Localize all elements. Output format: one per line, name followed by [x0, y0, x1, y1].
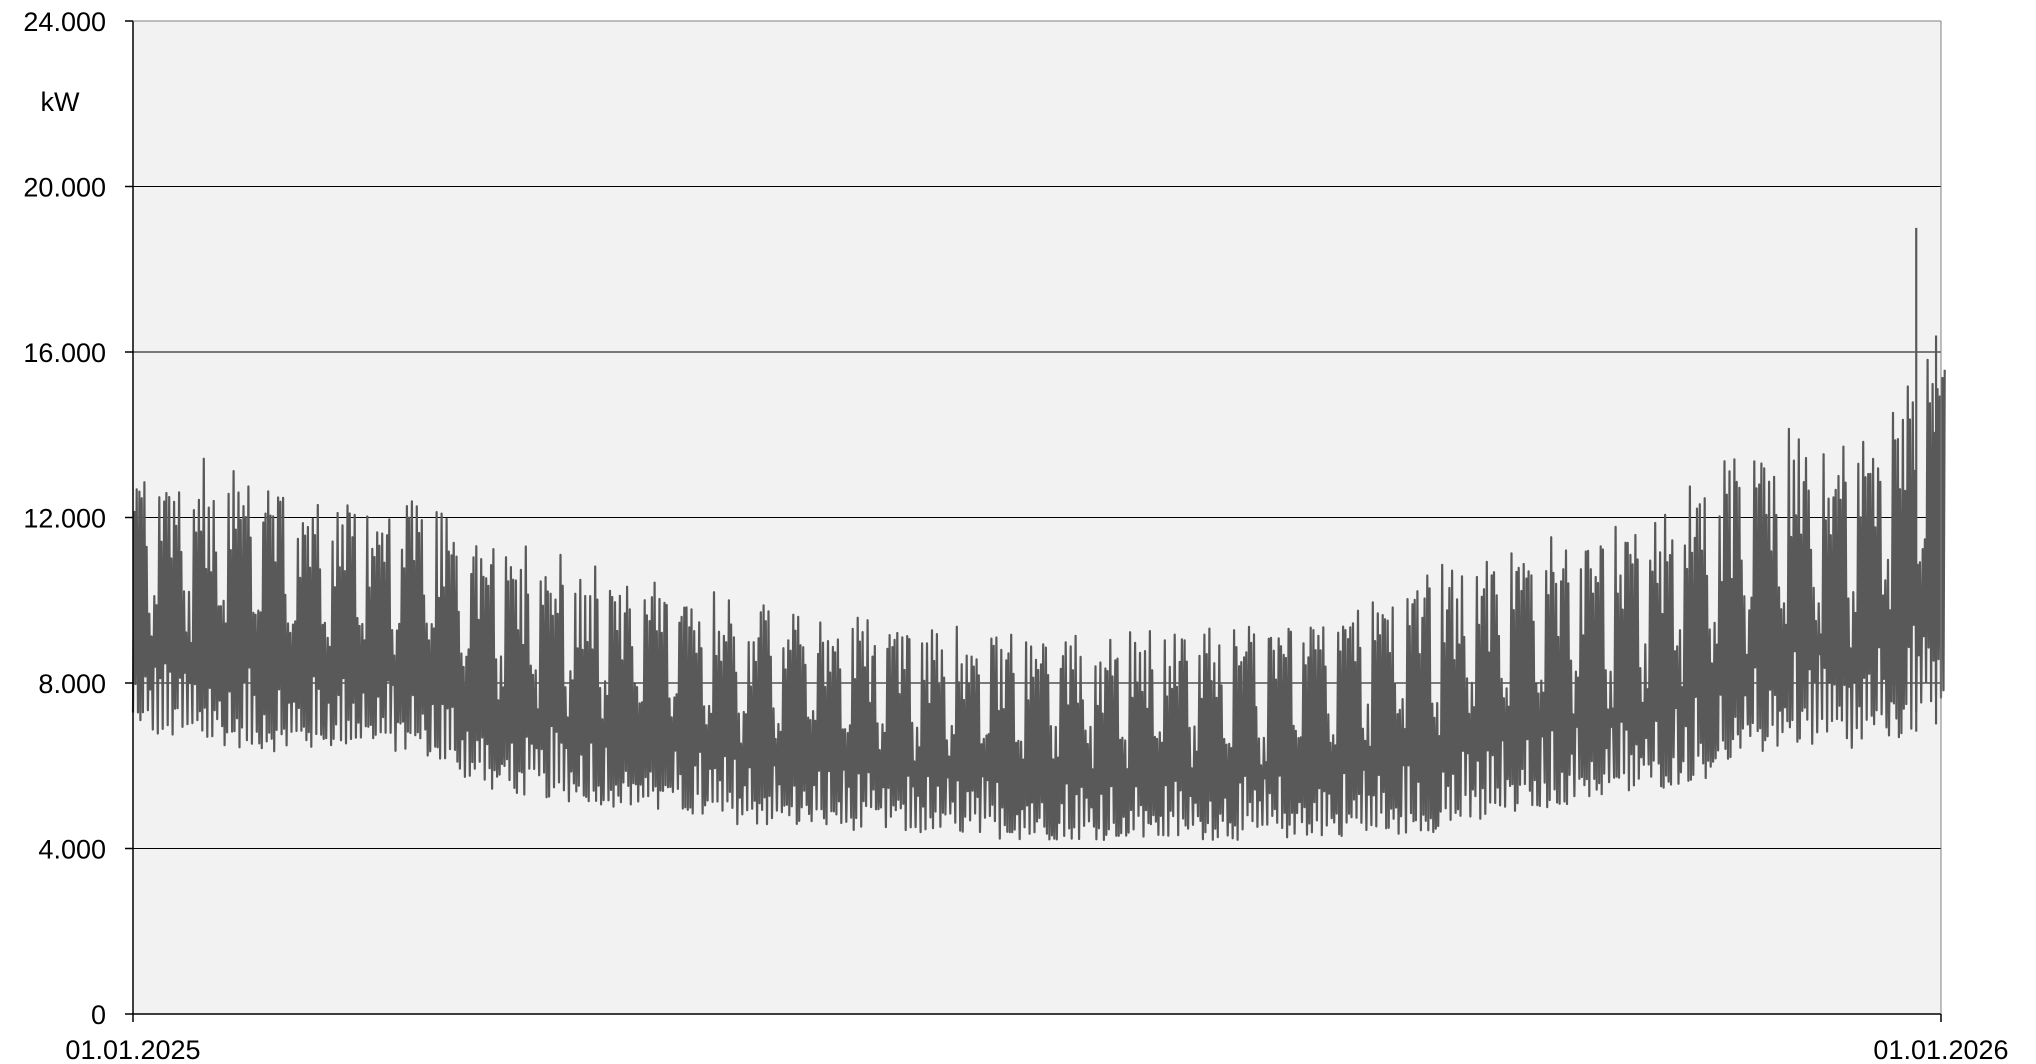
series-line: [131, 358, 1946, 841]
y-tick-label-6: 24.000: [23, 7, 106, 37]
x-tick-label-1: 01.01.2026: [1873, 1035, 2008, 1064]
y-tick-label-0: 0: [91, 1000, 106, 1030]
y-tick-label-3: 12.000: [23, 504, 106, 534]
y-tick-label-4: 16.000: [23, 338, 106, 368]
series-kw: [131, 227, 1946, 841]
x-tick-label-0: 01.01.2025: [65, 1035, 200, 1064]
y-tick-label-1: 4.000: [38, 835, 106, 865]
y-tick-label-2: 8.000: [38, 669, 106, 699]
y-tick-label-5: 20.000: [23, 173, 106, 203]
y-axis-unit-label: kW: [41, 87, 81, 117]
y-ticks: 0 4.000 8.000 12.000 16.000 20.000 24.000: [23, 7, 133, 1030]
x-ticks: 01.01.2025 01.01.2026: [65, 1014, 2009, 1064]
